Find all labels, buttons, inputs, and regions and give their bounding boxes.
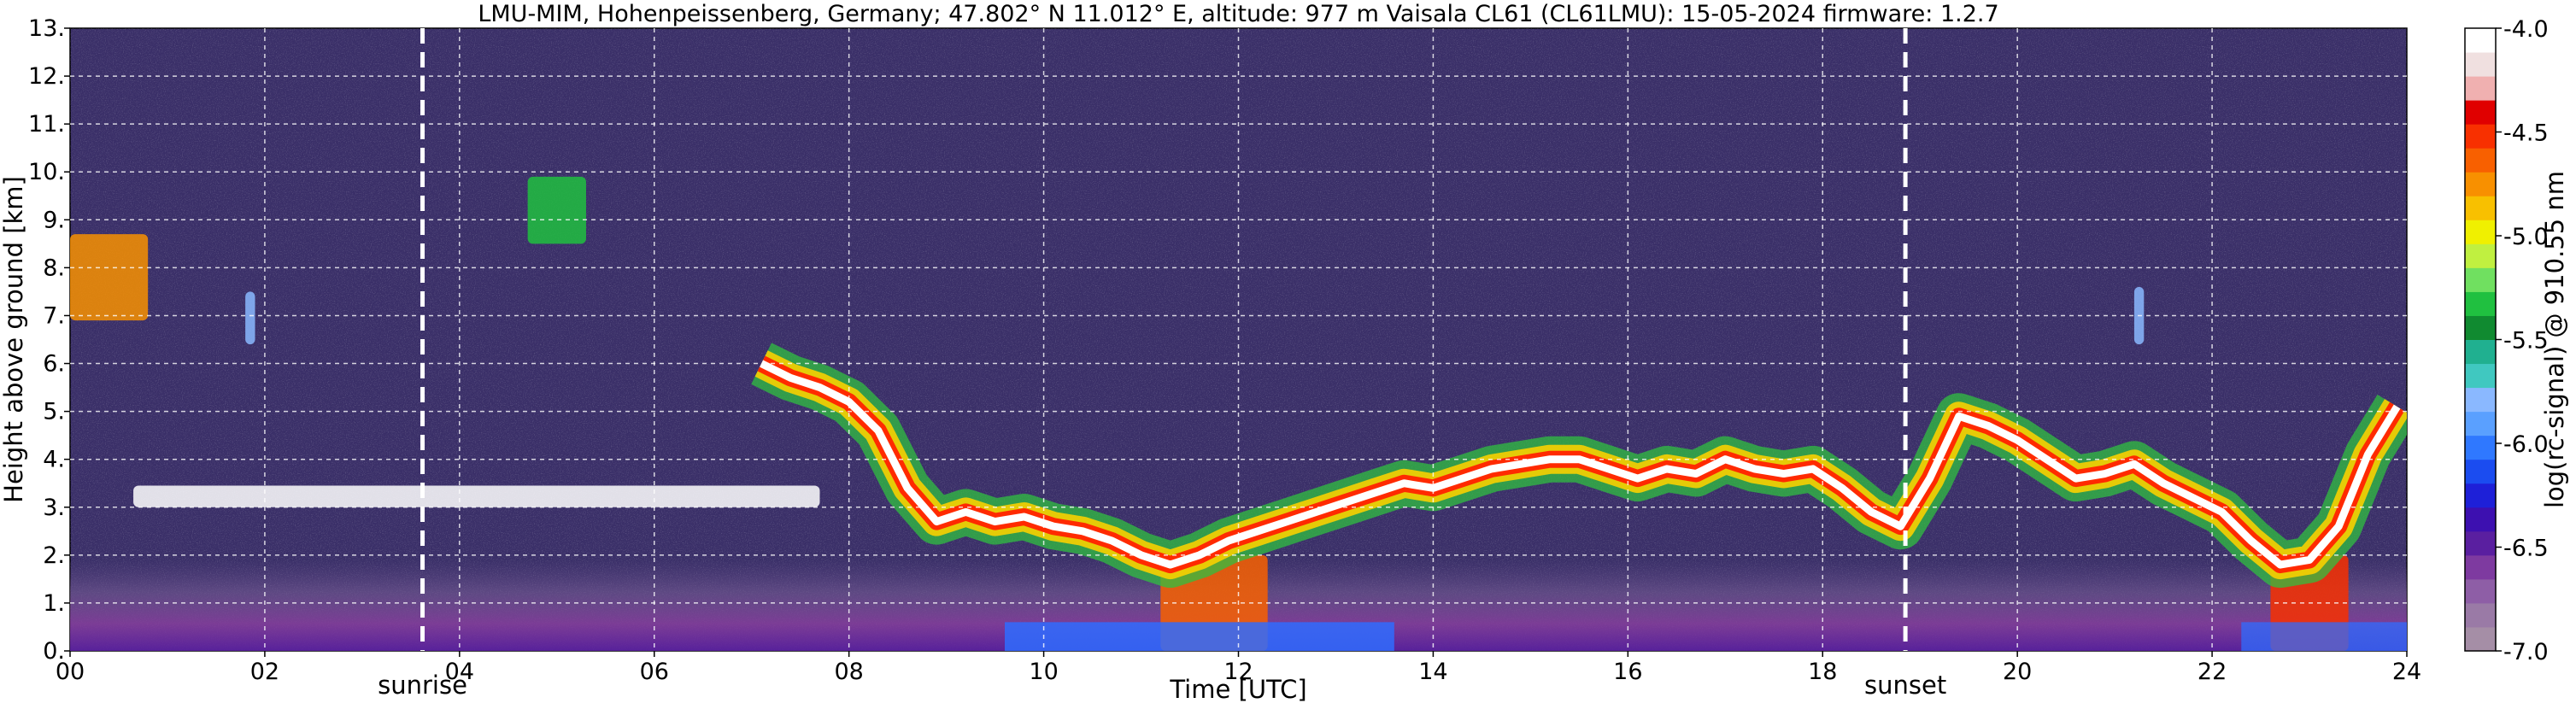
y-tick-label: 12.	[28, 63, 65, 90]
colorbar-swatch	[2465, 530, 2496, 556]
sunset-label: sunset	[1864, 671, 1946, 700]
colorbar-swatch	[2465, 291, 2496, 316]
colorbar-swatch	[2465, 28, 2496, 53]
feature-stratiform-layer	[133, 485, 820, 507]
y-tick-label: 2.	[43, 542, 65, 569]
x-tick-label: 24	[2392, 659, 2421, 685]
y-tick-label: 0.	[43, 638, 65, 665]
sun-markers: sunrise sunset	[378, 28, 1946, 700]
colorbar-swatch	[2465, 315, 2496, 340]
x-tick-label: 02	[250, 659, 279, 685]
surface-aerosol-band	[1005, 622, 1394, 651]
y-tick-label: 5.	[43, 399, 65, 425]
cloud-layer-core	[760, 360, 2401, 569]
colorbar-swatch	[2465, 100, 2496, 125]
x-axis-ticks: 00 02 04 06 08 10 12 14 16 18 20 22 24	[56, 651, 2421, 685]
x-tick-label: 04	[445, 659, 474, 685]
y-tick-label: 11.	[28, 111, 65, 138]
chart-title: LMU-MIM, Hohenpeissenberg, Germany; 47.8…	[478, 1, 1998, 27]
colorbar-swatch	[2465, 76, 2496, 101]
colorbar-swatch	[2465, 411, 2496, 437]
y-axis-label: Height above ground [km]	[0, 176, 28, 503]
colorbar-tick-label: -7.0	[2503, 639, 2549, 665]
colorbar-label: log(rc-signal) @ 910.55 nm	[2540, 171, 2569, 508]
y-tick-label: 7.	[43, 302, 65, 329]
colorbar-swatch	[2465, 148, 2496, 173]
y-tick-label: 9.	[43, 207, 65, 233]
x-tick-label: 10	[1029, 659, 1058, 685]
x-tick-label: 16	[1613, 659, 1642, 685]
y-tick-label: 4.	[43, 447, 65, 473]
x-tick-label: 00	[56, 659, 85, 685]
colorbar-tick-label: -6.0	[2503, 431, 2549, 458]
feature-thin-layer	[527, 176, 586, 244]
colorbar-swatch	[2465, 124, 2496, 149]
y-tick-label: 13.	[28, 15, 65, 42]
plot-area: sunrise sunset 00 02 04 06 08 10 12 14 16 18 20 22 24…	[28, 15, 2421, 700]
x-axis-label: Time [UTC]	[1169, 675, 1306, 704]
grid-lines	[70, 28, 2407, 651]
x-tick-label: 18	[1808, 659, 1837, 685]
x-tick-label: 22	[2198, 659, 2227, 685]
colorbar-swatch	[2465, 507, 2496, 532]
colorbar-swatch	[2465, 483, 2496, 508]
colorbar-tick-label: -5.0	[2503, 224, 2549, 250]
colorbar-swatch	[2465, 459, 2496, 484]
y-tick-label: 1.	[43, 590, 65, 617]
y-tick-label: 8.	[43, 255, 65, 281]
colorbar-swatch	[2465, 578, 2496, 604]
feature-thin-layer	[245, 291, 255, 345]
x-tick-label: 14	[1418, 659, 1447, 685]
colorbar-swatch	[2465, 387, 2496, 413]
colorbar: -4.0 -4.5 -5.0 -5.5 -6.0 -6.5 -7.0	[2464, 16, 2549, 665]
y-tick-label: 3.	[43, 495, 65, 521]
colorbar-swatch	[2465, 554, 2496, 580]
y-tick-label: 6.	[43, 351, 65, 378]
colorbar-swatch	[2465, 435, 2496, 460]
colorbar-swatch	[2465, 172, 2496, 196]
sunrise-label: sunrise	[378, 671, 467, 700]
colorbar-swatch	[2465, 267, 2496, 292]
colorbar-tick-label: -5.5	[2503, 328, 2549, 354]
surface-aerosol-band	[2241, 622, 2407, 651]
colorbar-swatch	[2465, 220, 2496, 244]
colorbar-swatch	[2465, 243, 2496, 268]
colorbar-tick-label: -6.5	[2503, 536, 2549, 562]
x-tick-label: 20	[2003, 659, 2032, 685]
colorbar-swatch	[2465, 602, 2496, 628]
x-tick-label: 08	[834, 659, 863, 685]
colorbar-swatch	[2465, 626, 2496, 652]
colorbar-swatch	[2465, 196, 2496, 220]
colorbar-swatch	[2465, 363, 2496, 389]
y-axis-ticks: 0. 1. 2. 3. 4. 5. 6. 7. 8. 9. 10. 11. 12. 13.	[28, 15, 70, 665]
x-tick-label: 06	[640, 659, 669, 685]
colorbar-tick-label: -4.5	[2503, 120, 2549, 147]
feature-cirrus-layer	[70, 234, 149, 321]
colorbar-swatch	[2465, 339, 2496, 365]
colorbar-tick-label: -4.0	[2503, 16, 2549, 43]
x-tick-label: 12	[1223, 659, 1253, 685]
y-tick-label: 10.	[28, 159, 65, 185]
colorbar-swatch	[2465, 52, 2496, 77]
